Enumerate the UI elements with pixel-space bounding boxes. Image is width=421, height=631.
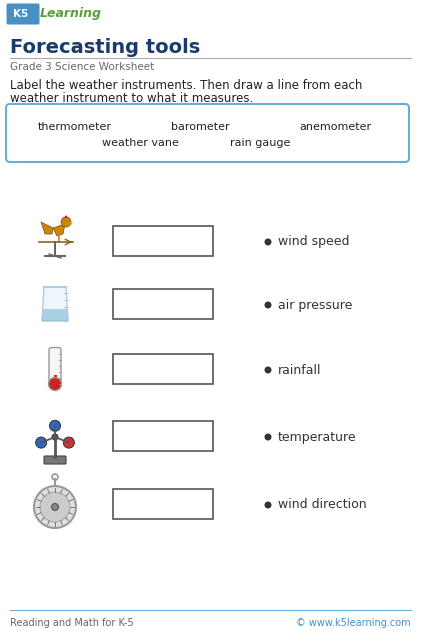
FancyBboxPatch shape xyxy=(6,4,40,25)
Text: 5: 5 xyxy=(20,9,27,19)
FancyBboxPatch shape xyxy=(44,456,66,464)
Text: anemometer: anemometer xyxy=(299,122,371,132)
Text: thermometer: thermometer xyxy=(38,122,112,132)
Text: Forecasting tools: Forecasting tools xyxy=(10,38,200,57)
Circle shape xyxy=(61,217,71,227)
Polygon shape xyxy=(53,224,65,236)
Text: wind direction: wind direction xyxy=(278,498,367,512)
Polygon shape xyxy=(70,222,73,225)
Bar xyxy=(113,289,213,319)
Text: rain gauge: rain gauge xyxy=(230,138,290,148)
Bar xyxy=(53,375,56,380)
Circle shape xyxy=(264,433,272,440)
Text: rainfall: rainfall xyxy=(278,363,322,377)
Text: Reading and Math for K-5: Reading and Math for K-5 xyxy=(10,618,133,628)
FancyBboxPatch shape xyxy=(49,348,61,382)
Circle shape xyxy=(36,437,47,448)
Circle shape xyxy=(40,492,70,522)
Circle shape xyxy=(264,302,272,309)
Circle shape xyxy=(51,504,59,510)
Text: K: K xyxy=(13,9,21,19)
Text: weather instrument to what it measures.: weather instrument to what it measures. xyxy=(10,92,253,105)
Circle shape xyxy=(264,502,272,509)
Text: © www.k5learning.com: © www.k5learning.com xyxy=(296,618,411,628)
Circle shape xyxy=(50,420,61,432)
Polygon shape xyxy=(64,215,68,218)
Text: air pressure: air pressure xyxy=(278,298,352,312)
Circle shape xyxy=(34,486,76,528)
Bar xyxy=(113,354,213,384)
Bar xyxy=(113,421,213,451)
Text: Label the weather instruments. Then draw a line from each: Label the weather instruments. Then draw… xyxy=(10,79,362,92)
Circle shape xyxy=(63,437,75,448)
Text: barometer: barometer xyxy=(171,122,229,132)
Circle shape xyxy=(48,377,61,391)
Circle shape xyxy=(264,367,272,374)
Circle shape xyxy=(52,434,58,440)
Text: temperature: temperature xyxy=(278,430,357,444)
Circle shape xyxy=(264,239,272,245)
Polygon shape xyxy=(41,222,53,234)
Text: wind speed: wind speed xyxy=(278,235,349,249)
Polygon shape xyxy=(42,309,68,321)
Polygon shape xyxy=(42,287,68,321)
Bar xyxy=(113,489,213,519)
Text: weather vane: weather vane xyxy=(101,138,179,148)
Text: Grade 3 Science Worksheet: Grade 3 Science Worksheet xyxy=(10,62,154,72)
Bar xyxy=(113,226,213,256)
Text: Learning: Learning xyxy=(40,8,102,20)
FancyBboxPatch shape xyxy=(6,104,409,162)
